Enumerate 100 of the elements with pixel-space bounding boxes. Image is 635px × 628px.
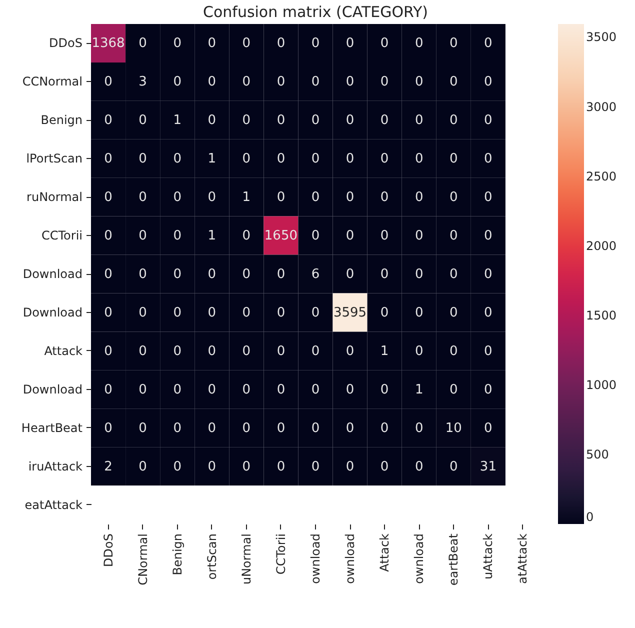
data-label: 0 (346, 113, 354, 128)
data-label: 0 (414, 305, 424, 320)
data-label: 0 (450, 113, 458, 128)
data-label: 0 (450, 190, 458, 206)
data-label: 0 (138, 459, 147, 474)
data-label: 10 (445, 420, 462, 436)
y-tick-label: Download (22, 382, 82, 396)
x-tick-label: CCTorii (274, 534, 288, 574)
data-label: 1 (242, 190, 251, 206)
data-label: 0 (380, 113, 389, 128)
data-label: 0 (138, 152, 147, 167)
data-label: 0 (208, 344, 216, 359)
data-label: 1 (380, 344, 389, 359)
data-label: 0 (380, 267, 389, 282)
x-tick-label: uNormal (239, 534, 254, 585)
y-tick-label: HeartBeat (21, 420, 83, 435)
data-label: 0 (414, 228, 424, 244)
y-tick-label: Attack (44, 344, 83, 358)
color-bar-label: 3000 (586, 100, 617, 114)
y-tick-label: eatAttack (24, 498, 83, 512)
data-label: 2 (104, 459, 112, 474)
data-label: 0 (484, 113, 492, 128)
x-tick-label: DDoS (101, 534, 116, 567)
color-bar-label: 0 (586, 510, 594, 524)
data-label: 0 (484, 74, 492, 90)
data-label: 0 (484, 190, 492, 206)
data-label: 0 (104, 190, 112, 206)
data-label: 0 (173, 344, 182, 359)
color-bar-label: 1000 (586, 378, 617, 392)
data-label: 0 (208, 36, 216, 52)
data-label: 0 (173, 228, 182, 244)
data-label: 0 (242, 459, 251, 474)
x-tick-label: CNormal (136, 534, 150, 586)
data-label: 0 (242, 344, 251, 359)
data-label: 3595 (333, 305, 367, 320)
data-label: 0 (414, 267, 424, 282)
data-label: 0 (138, 190, 147, 206)
data-label: 0 (346, 190, 354, 206)
data-label: 0 (380, 382, 389, 398)
data-label: 0 (276, 267, 286, 282)
data-label: 0 (484, 305, 492, 320)
data-label: 0 (208, 382, 216, 398)
y-tick-label: lPortScan (26, 152, 82, 166)
data-label: 0 (173, 382, 182, 398)
data-label: 0 (104, 113, 112, 128)
data-label: 0 (173, 420, 182, 436)
data-label: 0 (346, 152, 354, 167)
data-label: 0 (104, 305, 112, 320)
color-bar-label: 2500 (586, 169, 617, 184)
data-label: 0 (276, 36, 286, 52)
data-label: 0 (311, 305, 320, 320)
chart-title: Confusion matrix (CATEGORY) (202, 3, 428, 21)
data-label: 0 (208, 267, 216, 282)
data-label: 0 (311, 228, 320, 244)
data-label: 0 (208, 190, 216, 206)
data-label: 0 (276, 344, 286, 359)
data-label: 0 (484, 382, 492, 398)
data-label: 0 (346, 267, 354, 282)
data-label: 0 (346, 344, 354, 359)
data-label: 0 (380, 420, 389, 436)
x-tick-label: Attack (378, 533, 392, 572)
data-label: 0 (208, 113, 216, 128)
data-label: 0 (138, 382, 147, 398)
data-label: 0 (208, 74, 216, 90)
data-label: 0 (173, 190, 182, 206)
x-tick-label: ownload (343, 534, 358, 584)
data-label: 0 (484, 152, 492, 167)
data-label: 0 (242, 305, 251, 320)
data-label: 0 (380, 36, 389, 52)
data-label: 0 (450, 152, 458, 167)
data-label: 1 (414, 382, 424, 398)
data-label: 0 (208, 420, 216, 436)
data-label: 0 (380, 305, 389, 320)
data-label: 0 (104, 382, 112, 398)
data-label: 0 (311, 459, 320, 474)
data-label: 0 (276, 305, 286, 320)
x-tick-label: eartBeat (446, 533, 461, 586)
data-label: 0 (450, 305, 458, 320)
y-tick-label: iruAttack (28, 459, 83, 474)
data-label: 6 (311, 267, 320, 282)
data-label: 0 (242, 267, 251, 282)
data-label: 0 (414, 113, 424, 128)
data-label: 0 (104, 267, 112, 282)
data-label: 0 (311, 344, 320, 359)
data-label: 0 (104, 74, 112, 90)
data-label: 0 (311, 152, 320, 167)
data-label: 0 (104, 228, 112, 244)
data-label: 0 (484, 267, 492, 282)
data-label: 31 (480, 459, 496, 474)
data-label: 0 (311, 74, 320, 90)
data-label: 1 (208, 228, 216, 244)
data-label: 0 (242, 152, 251, 167)
data-label: 0 (311, 382, 320, 398)
y-tick-label: CCTorii (42, 228, 82, 243)
y-tick-label: Benign (40, 113, 82, 128)
y-tick-label: Download (22, 305, 82, 320)
y-tick-label: DDoS (49, 36, 82, 50)
color-bar-label: 3500 (586, 30, 617, 44)
data-label: 0 (242, 36, 251, 52)
data-label: 0 (311, 36, 320, 52)
